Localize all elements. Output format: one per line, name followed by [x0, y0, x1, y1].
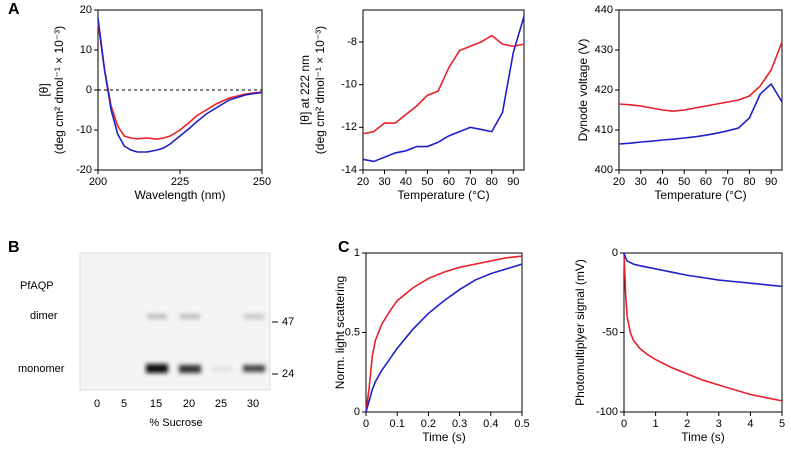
- x-tick-label: 0.5: [514, 418, 529, 430]
- y-axis-label: (deg cm² dmol⁻¹ × 10⁻³): [313, 26, 327, 154]
- x-tick-label: 60: [700, 176, 712, 188]
- x-tick-label: 30: [635, 176, 647, 188]
- y-tick-label: 0: [354, 406, 360, 418]
- lane-label: 20: [183, 398, 195, 410]
- gel: [79, 252, 271, 391]
- y-tick-label: -14: [341, 164, 357, 176]
- x-tick-label: 0.4: [483, 418, 498, 430]
- lane-label: 30: [247, 398, 259, 410]
- series-line: [623, 252, 783, 402]
- y-axis-label: [θ]: [37, 83, 51, 96]
- series-line: [97, 17, 263, 153]
- series-line: [623, 252, 783, 288]
- gel-label: PfAQP: [20, 280, 54, 292]
- plot-frame: [365, 252, 523, 413]
- lane-label: 15: [150, 398, 162, 410]
- gel-xlabel: % Sucrose: [149, 417, 202, 429]
- y-axis-label: [θ] at 222 nm: [298, 55, 312, 125]
- y-tick-label: 0.5: [345, 326, 360, 338]
- y-tick-label: 10: [80, 44, 92, 56]
- series-line: [618, 41, 783, 113]
- x-axis-label: Temperature (°C): [397, 188, 489, 202]
- x-tick-label: 4: [747, 418, 753, 430]
- x-axis-label: Temperature (°C): [654, 188, 746, 202]
- x-tick-label: 70: [722, 176, 734, 188]
- series-line: [365, 263, 523, 413]
- panel-letter: C: [338, 239, 350, 256]
- x-tick-label: 3: [716, 418, 722, 430]
- y-tick-label: -20: [76, 164, 92, 176]
- x-tick-label: 0.2: [421, 418, 436, 430]
- x-axis-label: Time (s): [681, 430, 725, 444]
- y-axis-label: (deg cm² dmol⁻¹ × 10⁻³): [52, 26, 66, 154]
- series-line: [362, 34, 525, 135]
- y-tick-label: 410: [595, 124, 613, 136]
- y-axis-label: Norm. light scattering: [333, 276, 347, 389]
- gel-bands: [146, 314, 265, 373]
- marker-label: 24: [282, 368, 294, 380]
- y-axis-label: Dynode voltage (V): [576, 39, 590, 142]
- row-label: monomer: [18, 363, 65, 375]
- x-tick-label: 0: [363, 418, 369, 430]
- series-line: [97, 21, 263, 141]
- x-tick-label: 0: [621, 418, 627, 430]
- x-tick-label: 30: [378, 176, 390, 188]
- y-tick-label: 430: [595, 44, 613, 56]
- y-tick-label: -10: [341, 79, 357, 91]
- x-tick-label: 1: [653, 418, 659, 430]
- x-tick-label: 90: [507, 176, 519, 188]
- row-label: dimer: [30, 310, 58, 322]
- x-tick-label: 50: [678, 176, 690, 188]
- series-line: [365, 255, 523, 413]
- x-tick-label: 50: [421, 176, 433, 188]
- y-tick-label: -8: [347, 36, 357, 48]
- series-line: [618, 82, 783, 145]
- x-tick-label: 80: [486, 176, 498, 188]
- x-tick-label: 2: [684, 418, 690, 430]
- x-axis-label: Wavelength (nm): [135, 188, 226, 202]
- plot-frame: [618, 9, 783, 171]
- x-tick-label: 225: [171, 176, 189, 188]
- x-tick-label: 40: [400, 176, 412, 188]
- y-tick-label: 440: [595, 4, 613, 16]
- y-tick-label: 0: [612, 247, 618, 259]
- x-tick-label: 40: [656, 176, 668, 188]
- y-tick-label: -12: [341, 121, 357, 133]
- x-tick-label: 90: [765, 176, 777, 188]
- y-tick-label: 0: [86, 84, 92, 96]
- y-tick-label: 1: [354, 247, 360, 259]
- panel-letter: A: [8, 1, 20, 18]
- panel-letter: B: [8, 239, 20, 256]
- x-axis-label: Time (s): [422, 430, 466, 444]
- y-tick-label: -10: [76, 124, 92, 136]
- marker-label: 47: [282, 316, 294, 328]
- x-tick-label: 5: [779, 418, 785, 430]
- x-tick-label: 20: [357, 176, 369, 188]
- x-tick-label: 70: [464, 176, 476, 188]
- x-tick-label: 80: [743, 176, 755, 188]
- y-tick-label: 20: [80, 4, 92, 16]
- x-tick-label: 0.3: [452, 418, 467, 430]
- lane-label: 25: [215, 398, 227, 410]
- lane-label: 5: [121, 398, 127, 410]
- lane-label: 0: [94, 398, 100, 410]
- y-axis-label: Photomultiplyer signal (mV): [573, 259, 587, 406]
- series-line: [362, 16, 525, 163]
- x-tick-label: 60: [443, 176, 455, 188]
- y-tick-label: -50: [602, 326, 618, 338]
- x-tick-label: 0.1: [390, 418, 405, 430]
- y-tick-label: 420: [595, 84, 613, 96]
- y-tick-label: 400: [595, 164, 613, 176]
- y-tick-label: -100: [596, 406, 618, 418]
- x-tick-label: 250: [253, 176, 271, 188]
- x-tick-label: 200: [89, 176, 107, 188]
- x-tick-label: 20: [613, 176, 625, 188]
- plot-frame: [362, 9, 525, 171]
